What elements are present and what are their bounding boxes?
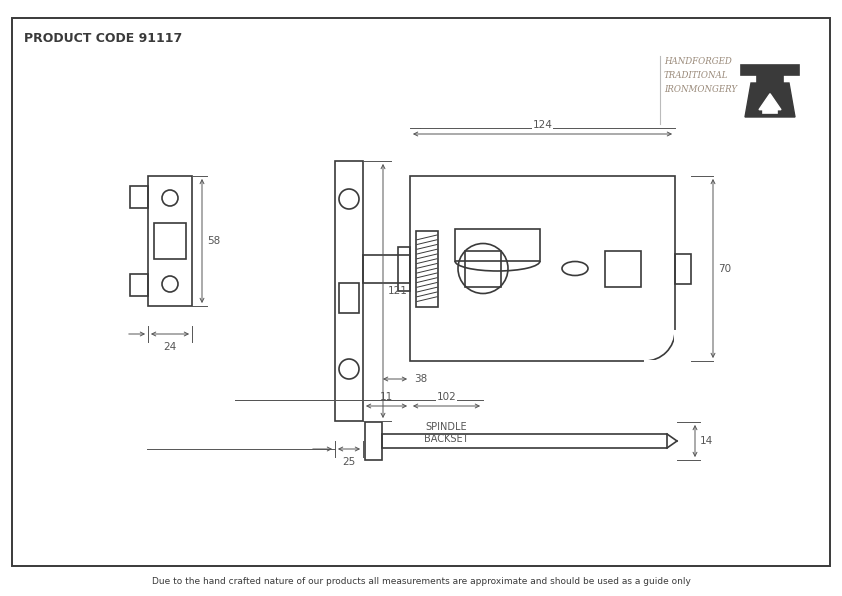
Bar	[741, 65, 799, 75]
Text: 25: 25	[343, 457, 355, 467]
Bar	[757, 75, 783, 83]
Text: TRADITIONAL: TRADITIONAL	[664, 70, 728, 79]
Bar	[398, 247, 410, 290]
Bar	[365, 422, 382, 460]
Text: HANDFORGED: HANDFORGED	[664, 57, 732, 66]
Text: 14: 14	[700, 436, 713, 446]
Text: 11: 11	[380, 392, 393, 402]
Polygon shape	[745, 83, 795, 117]
Text: 24: 24	[163, 342, 177, 352]
Bar	[416, 231, 438, 306]
Bar	[339, 283, 359, 313]
Text: 70: 70	[718, 263, 731, 274]
Bar	[675, 253, 691, 284]
Text: PRODUCT CODE 91117: PRODUCT CODE 91117	[24, 32, 182, 45]
Text: SPINDLE
BACKSET: SPINDLE BACKSET	[424, 422, 469, 443]
Bar	[455, 229, 540, 261]
Bar	[335, 161, 363, 421]
Text: 38: 38	[414, 374, 427, 384]
Bar	[154, 223, 186, 259]
Bar	[382, 434, 667, 448]
Text: Due to the hand crafted nature of our products all measurements are approximate : Due to the hand crafted nature of our pr…	[152, 576, 690, 585]
Text: 58: 58	[207, 236, 221, 246]
Bar	[363, 254, 410, 283]
Bar	[148, 176, 192, 306]
Bar	[465, 250, 501, 287]
Text: 124: 124	[532, 120, 552, 130]
Bar	[763, 108, 777, 113]
Bar	[605, 250, 641, 287]
Bar	[410, 176, 675, 361]
Bar	[130, 274, 148, 296]
Text: IRONMONGERY: IRONMONGERY	[664, 85, 737, 94]
Text: 102: 102	[437, 392, 456, 402]
Bar	[130, 186, 148, 208]
Text: 121: 121	[388, 286, 408, 296]
Polygon shape	[759, 94, 781, 110]
